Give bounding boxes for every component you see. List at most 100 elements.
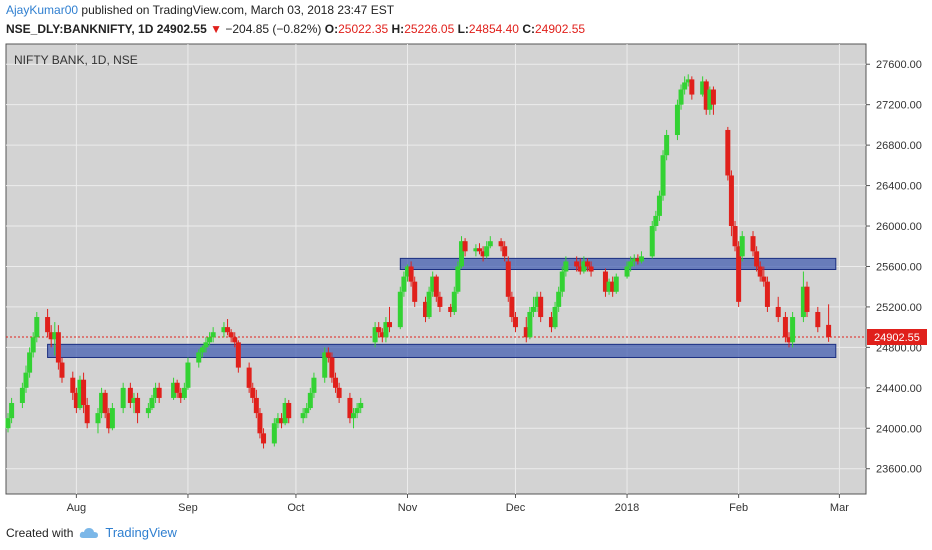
candle-body [120,387,126,409]
candle-body [405,266,411,277]
candle-body [45,317,51,333]
candle-body [30,337,36,353]
low-value: 24854.40 [468,22,519,36]
candle-body [707,89,713,110]
y-tick-label: 23600.00 [876,464,922,476]
candle-body [660,155,666,196]
chart-title: NIFTY BANK, 1D, NSE [14,53,138,67]
zone-rect [399,257,837,271]
candle-body [631,258,637,262]
candle-body [322,352,328,378]
tradingview-cloud-icon [80,527,99,538]
candle-body [232,337,238,343]
candle-body [739,236,745,257]
candle-body [372,327,378,343]
candle-body [559,271,565,292]
candle-body [757,266,763,277]
candle-body [253,397,259,414]
candle-body [588,266,594,272]
candle-body [246,367,252,388]
candle-body [638,256,644,262]
candle-body [307,392,313,409]
candle-body [300,413,306,419]
candle-body [9,402,15,419]
candle-body [476,248,482,252]
candle-body [199,347,205,353]
x-tick-label: Mar [830,502,849,514]
candle-body [207,337,213,343]
candle-body [347,397,353,419]
candle-body [19,387,25,403]
candle-body [383,322,389,338]
candle-body [351,413,357,419]
candle-body [775,306,781,318]
candle-body [437,296,443,307]
candle-body [127,387,133,403]
candle-body [336,387,342,398]
candle-body [145,408,151,414]
price-axis[interactable]: 27600.00 27200.00 26800.00 26400.00 26000.00… [866,59,927,476]
candle-body [250,387,256,398]
candle-body [664,135,670,156]
candle-body [552,306,558,328]
candle-body [423,301,428,318]
candle-body [196,352,202,363]
candle-body [225,327,231,333]
candle-body [185,362,191,388]
candle-body [286,402,292,419]
y-tick-label: 24400.00 [876,383,922,395]
tradingview-link[interactable]: TradingView [105,525,177,540]
candle-body [59,362,65,378]
candle-body [548,317,554,328]
candle-body [23,372,29,388]
symbol-label: NSE_DLY:BANKNIFTY, 1D [6,22,154,36]
candle-body [682,82,688,90]
candle-body [502,246,508,257]
down-arrow-icon: ▼ [210,22,222,36]
candle-body [333,377,339,388]
footer: Created with TradingView [6,525,177,540]
candle-body [397,291,403,328]
candle-body [408,266,414,282]
open-label: O: [324,22,339,36]
candle-body [581,261,587,272]
close-label: C: [522,22,535,36]
candle-body [48,332,54,340]
candle-body [181,387,187,398]
candle-body [556,291,562,307]
candle-body [99,392,105,414]
candle-body [505,261,511,297]
candle-body [451,291,457,312]
open-value: 25022.35 [338,22,389,36]
last-price-label: 24902.55 [874,332,920,344]
candle-body [761,276,767,282]
candle-body [70,377,76,393]
candle-body [624,266,630,277]
last-price: 24902.55 [156,22,207,36]
x-tick-label: 2018 [615,502,639,514]
candle-body [473,248,479,252]
high-value: 25226.05 [404,22,455,36]
candle-body [412,281,418,302]
candle-body [171,382,177,398]
candle-body [178,392,184,398]
candle-body [584,261,590,267]
candle-body [358,402,364,409]
candle-body [815,311,821,328]
candle-body [826,324,832,338]
candle-body [577,266,583,272]
low-label: L: [457,22,469,36]
candle-body [750,236,756,252]
candle-body [736,246,742,302]
candle-body [5,418,11,429]
symbol-header: NSE_DLY:BANKNIFTY, 1D 24902.55 ▼ −204.85… [6,22,585,36]
candle-body [728,175,734,227]
candle-body [153,387,159,398]
candle-body [379,332,385,338]
time-axis[interactable]: Aug Sep Oct Nov Dec 2018 Feb Mar [67,494,850,514]
author-link[interactable]: AjayKumar00 [6,3,79,17]
candle-body [703,81,709,110]
candle-body [786,337,792,343]
candle-body [678,89,684,105]
price-chart[interactable]: 27600.00 27200.00 26800.00 26400.00 26000.00… [0,0,932,520]
